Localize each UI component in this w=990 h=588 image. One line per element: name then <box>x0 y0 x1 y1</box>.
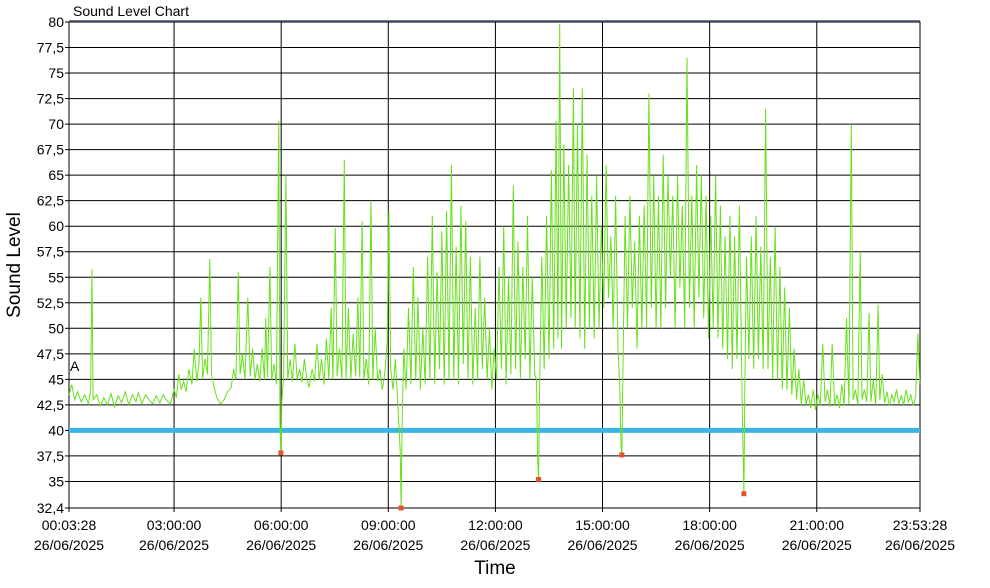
y-tick-label: 35 <box>48 473 64 489</box>
y-tick-label: 47,5 <box>37 346 64 362</box>
x-tick-time: 03:00:00 <box>147 517 202 533</box>
x-tick-date: 26/06/2025 <box>246 537 316 553</box>
y-tick-label: 37,5 <box>37 448 64 464</box>
y-tick-label: 40 <box>48 422 64 438</box>
x-tick-time: 06:00:00 <box>254 517 309 533</box>
x-tick-time: 18:00:00 <box>682 517 737 533</box>
y-tick-label: 42,5 <box>37 397 64 413</box>
x-tick-date: 26/06/2025 <box>675 537 745 553</box>
y-tick-label: 80 <box>48 14 64 30</box>
y-tick-label: 67,5 <box>37 142 64 158</box>
y-tick-label: 60 <box>48 218 64 234</box>
low-marker <box>398 505 404 511</box>
x-tick-time: 09:00:00 <box>361 517 416 533</box>
x-tick-time: 21:00:00 <box>790 517 845 533</box>
y-axis: 32,4 35 37,5 40 42,5 45 47,5 50 52,5 55 57,5 60 62,5… <box>37 14 69 516</box>
y-tick-label: 77,5 <box>37 40 64 56</box>
low-marker <box>619 452 625 458</box>
plot-frame <box>68 21 921 509</box>
y-tick-label: 62,5 <box>37 193 64 209</box>
x-axis-title: Time <box>474 558 516 579</box>
x-axis: 00:03:28 26/06/2025 03:00:00 26/06/2025 06:0… <box>34 508 955 553</box>
y-tick-label: 72,5 <box>37 91 64 107</box>
y-tick-label: 65 <box>48 167 64 183</box>
low-markers <box>278 450 747 511</box>
x-tick-time: 00:03:28 <box>42 517 97 533</box>
x-tick-time: 12:00:00 <box>468 517 523 533</box>
x-tick-date: 26/06/2025 <box>139 537 209 553</box>
chart-title: Sound Level Chart <box>73 3 189 19</box>
y-tick-label: 50 <box>48 320 64 336</box>
y-tick-label: 45 <box>48 371 64 387</box>
y-tick-label: 52,5 <box>37 295 64 311</box>
series-line <box>68 23 921 509</box>
y-tick-label: 75 <box>48 65 64 81</box>
threshold-label: A <box>70 358 80 374</box>
y-tick-label: 32,4 <box>37 500 64 516</box>
x-tick-date: 26/06/2025 <box>460 537 530 553</box>
x-tick-time: 15:00:00 <box>575 517 630 533</box>
y-axis-title: Sound Level <box>4 212 25 318</box>
x-tick-time: 23:53:28 <box>893 517 948 533</box>
x-tick-date: 26/06/2025 <box>353 537 423 553</box>
x-tick-date: 26/06/2025 <box>885 537 955 553</box>
y-tick-label: 55 <box>48 269 64 285</box>
x-tick-date: 26/06/2025 <box>567 537 637 553</box>
low-marker <box>536 476 542 482</box>
low-marker <box>278 450 284 456</box>
x-tick-date: 26/06/2025 <box>782 537 852 553</box>
x-tick-date: 26/06/2025 <box>34 537 104 553</box>
low-marker <box>741 491 747 497</box>
y-tick-label: 70 <box>48 116 64 132</box>
y-tick-label: 57,5 <box>37 244 64 260</box>
